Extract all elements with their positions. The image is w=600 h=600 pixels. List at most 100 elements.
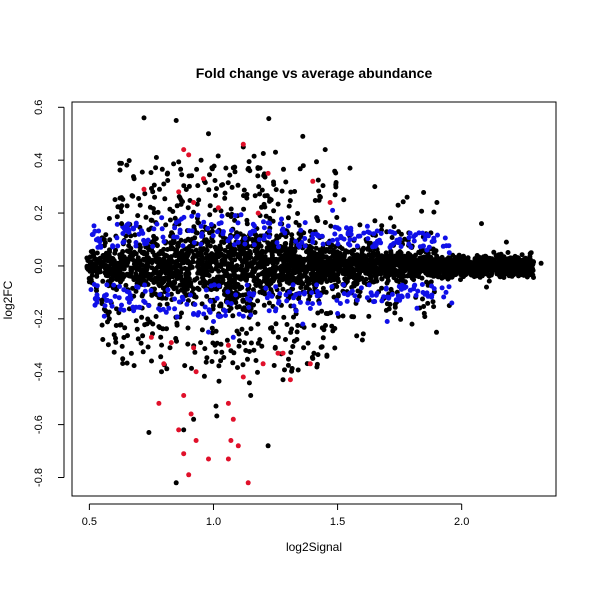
data-point — [251, 347, 257, 353]
data-point — [230, 360, 236, 366]
data-point — [120, 361, 126, 366]
data-point — [255, 173, 261, 179]
data-point — [404, 194, 410, 200]
data-point — [172, 252, 178, 258]
data-point — [281, 314, 287, 320]
data-point — [409, 266, 415, 272]
data-point — [310, 356, 316, 361]
data-point — [411, 238, 417, 244]
data-point — [330, 237, 336, 243]
data-point — [297, 299, 303, 305]
data-point — [302, 243, 308, 249]
data-point — [237, 286, 243, 292]
data-point — [175, 241, 181, 247]
data-point — [136, 196, 142, 201]
data-point — [246, 236, 252, 242]
data-point — [174, 259, 180, 265]
data-point — [112, 293, 118, 299]
data-point — [314, 361, 320, 367]
data-point — [389, 291, 395, 297]
data-point — [309, 245, 315, 251]
data-point — [176, 299, 182, 305]
data-point — [177, 282, 183, 288]
data-point — [199, 301, 205, 307]
data-point — [531, 275, 536, 280]
data-point — [156, 324, 162, 330]
data-point — [113, 323, 119, 328]
data-point — [200, 255, 206, 261]
data-point — [211, 319, 216, 324]
data-point — [120, 231, 126, 236]
data-point — [94, 273, 100, 279]
data-point — [273, 308, 278, 314]
data-point — [168, 340, 174, 346]
data-point — [328, 223, 334, 229]
data-point — [351, 314, 357, 320]
data-point — [161, 361, 167, 367]
data-point — [261, 173, 267, 179]
data-point — [164, 301, 170, 307]
data-point — [147, 204, 153, 210]
data-point — [369, 264, 375, 270]
data-point — [146, 227, 152, 233]
data-point — [210, 340, 216, 346]
data-point — [229, 184, 235, 190]
data-point — [278, 275, 284, 281]
data-point — [379, 276, 385, 282]
data-point — [247, 168, 253, 174]
data-point — [139, 314, 145, 320]
data-point — [288, 244, 294, 250]
data-point — [241, 187, 247, 193]
data-point — [233, 281, 239, 287]
data-point — [207, 212, 213, 218]
data-point — [181, 183, 187, 189]
data-point — [279, 248, 285, 254]
plot-frame — [71, 101, 557, 497]
data-point — [124, 162, 130, 168]
data-point — [340, 253, 346, 259]
data-point — [271, 208, 277, 214]
data-point — [429, 283, 434, 289]
data-point — [128, 273, 134, 279]
data-point — [398, 266, 404, 272]
data-point — [119, 160, 124, 166]
data-point — [263, 213, 269, 219]
data-point — [284, 298, 290, 304]
data-point — [121, 287, 127, 293]
data-point — [347, 165, 353, 171]
data-point — [195, 312, 201, 318]
data-point — [315, 273, 321, 279]
data-point — [185, 325, 191, 331]
data-point — [280, 350, 286, 356]
data-point — [446, 284, 452, 290]
data-point — [155, 209, 161, 215]
data-point — [105, 342, 111, 348]
data-point — [388, 286, 394, 292]
data-point — [295, 211, 301, 216]
data-point — [356, 293, 362, 299]
data-point — [118, 261, 124, 267]
data-point — [102, 270, 108, 276]
data-point — [189, 365, 194, 371]
data-point — [332, 231, 338, 237]
data-point — [461, 255, 467, 261]
data-point — [158, 334, 164, 340]
data-point — [261, 302, 267, 308]
data-point — [122, 325, 128, 331]
data-point — [131, 363, 137, 369]
data-point — [178, 273, 184, 279]
data-point — [434, 200, 440, 205]
data-point — [400, 199, 406, 205]
data-point — [314, 288, 320, 294]
data-point — [371, 272, 377, 278]
data-point — [267, 247, 272, 253]
data-point — [419, 282, 425, 287]
data-point — [156, 400, 162, 406]
data-point — [302, 290, 308, 296]
x-tick-label: 0.5 — [82, 516, 97, 528]
data-point — [121, 335, 127, 340]
data-point — [133, 243, 139, 249]
data-point — [261, 225, 267, 231]
data-point — [248, 326, 254, 332]
data-point — [221, 240, 227, 245]
